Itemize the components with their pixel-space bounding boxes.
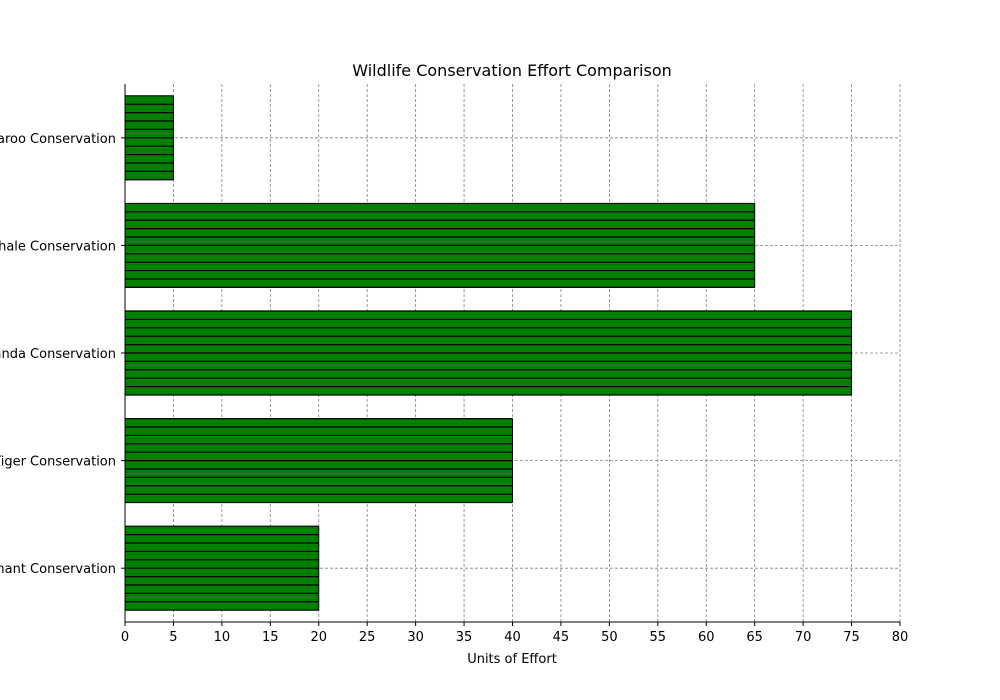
bar: [125, 310, 853, 396]
x-tick-label: 55: [650, 630, 667, 645]
x-axis-label: Units of Effort: [467, 652, 557, 667]
x-tick-label: 35: [456, 630, 473, 645]
bar: [125, 418, 513, 504]
y-tick-label: Panda Conservation: [0, 347, 116, 362]
x-tick-label: 50: [601, 630, 618, 645]
bar: [125, 202, 756, 288]
chart-title: Wildlife Conservation Effort Comparison: [352, 61, 672, 80]
x-tick-label: 60: [698, 630, 715, 645]
x-tick-label: 45: [553, 630, 570, 645]
x-tick-label: 25: [359, 630, 376, 645]
y-ticks: Elephant Conservation Tiger Conservation P…: [0, 132, 125, 577]
x-tick-label: 70: [795, 630, 812, 645]
x-tick-label: 30: [407, 630, 424, 645]
x-tick-label: 75: [843, 630, 860, 645]
x-tick-label: 80: [892, 630, 909, 645]
bar: [125, 95, 174, 181]
x-tick-label: 15: [262, 630, 279, 645]
x-tick-label: 0: [121, 630, 129, 645]
x-tick-label: 5: [169, 630, 177, 645]
y-tick-label: Kangaroo Conservation: [0, 132, 116, 147]
y-tick-label: Elephant Conservation: [0, 562, 116, 577]
y-tick-label: Tiger Conservation: [0, 455, 116, 470]
x-tick-label: 20: [310, 630, 327, 645]
y-tick-label: Whale Conservation: [0, 239, 116, 254]
bar: [125, 525, 320, 611]
x-tick-label: 10: [214, 630, 231, 645]
x-tick-label: 40: [504, 630, 521, 645]
x-ticks: 0 5 10 15 20 25 30 35 40 45 50 55 60 65 70 75 80: [121, 622, 908, 645]
x-tick-label: 65: [746, 630, 763, 645]
bars: [125, 95, 853, 611]
